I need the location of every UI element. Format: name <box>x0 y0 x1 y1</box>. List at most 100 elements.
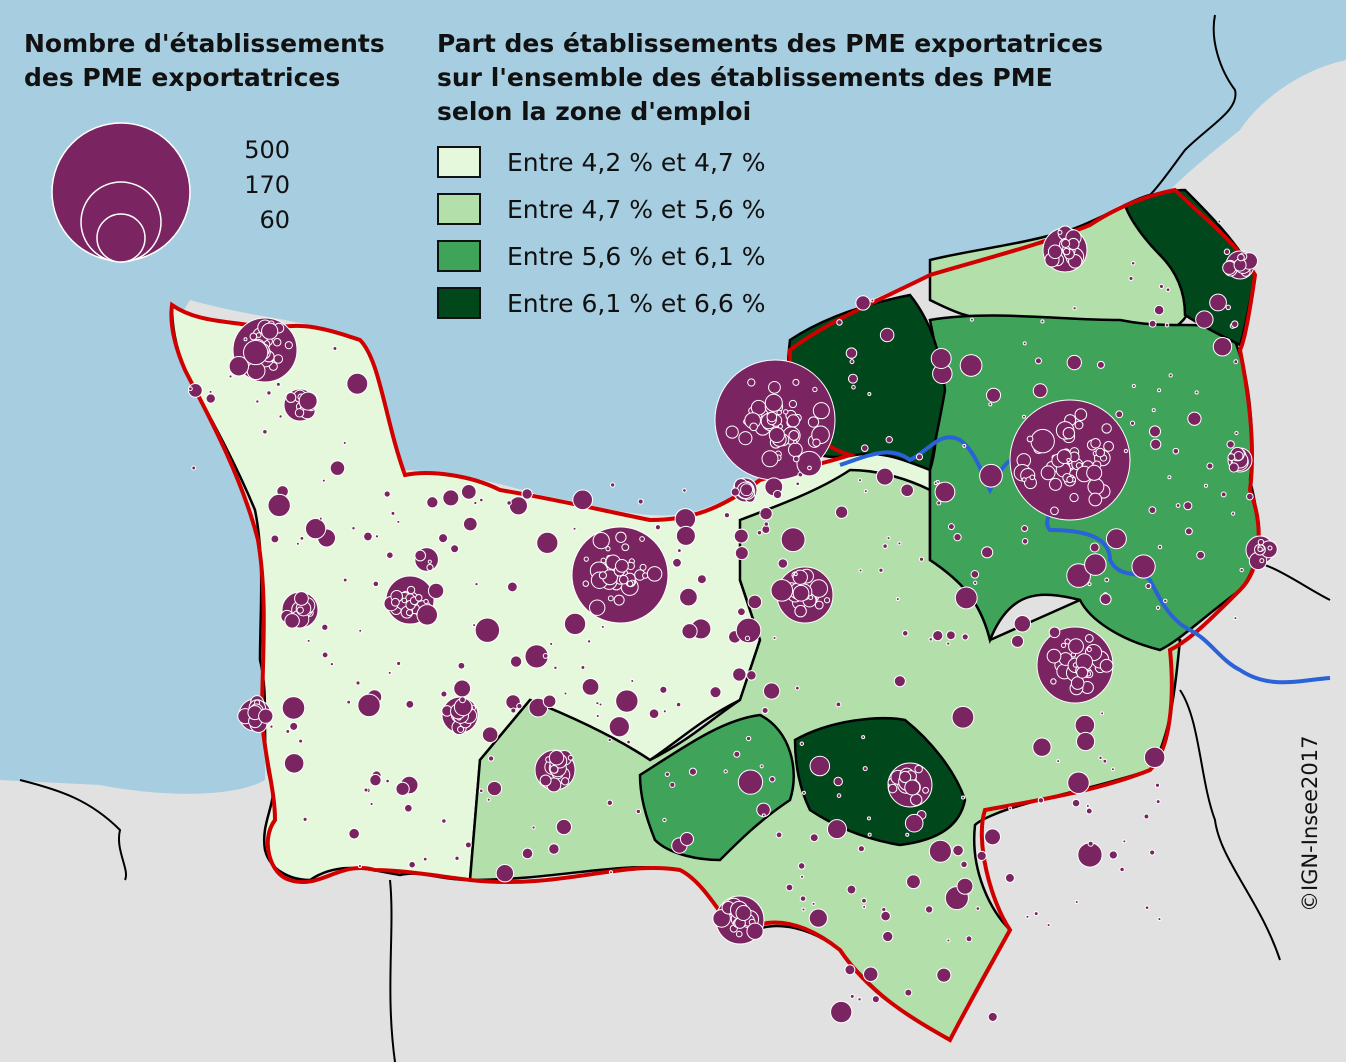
establishment-circle <box>426 496 439 509</box>
establishment-circle <box>787 442 803 458</box>
establishment-circle <box>646 566 663 582</box>
establishment-circle <box>807 465 812 471</box>
establishment-circle <box>321 623 329 631</box>
establishment-circle <box>346 372 369 395</box>
establishment-circle <box>249 332 258 341</box>
establishment-circle <box>531 825 536 830</box>
establishment-circle <box>536 531 559 554</box>
legend-class-label-4: Entre 6,1 % et 6,6 % <box>507 288 766 318</box>
establishment-circle <box>355 680 361 686</box>
establishment-circle <box>738 431 753 446</box>
establishment-circle <box>1104 577 1110 583</box>
establishment-circle <box>875 467 894 486</box>
establishment-circle <box>1046 923 1051 928</box>
establishment-circle <box>910 793 923 806</box>
establishment-circle <box>294 408 305 418</box>
establishment-circle <box>766 411 778 423</box>
establishment-circle <box>621 543 630 552</box>
establishment-circle <box>1220 491 1227 498</box>
establishment-circle <box>1130 260 1136 266</box>
establishment-circle <box>262 429 268 435</box>
establishment-circle <box>809 833 819 843</box>
establishment-circle <box>1110 767 1115 772</box>
size-legend-circles <box>51 122 191 263</box>
establishment-circle <box>961 633 969 641</box>
establishment-circle <box>932 630 944 642</box>
establishment-circle <box>1086 464 1103 481</box>
establishment-circle <box>807 416 820 428</box>
establishment-circle <box>1071 798 1081 808</box>
establishment-circle <box>672 557 682 568</box>
zone-mid-4 <box>638 713 795 862</box>
establishment-circle <box>228 356 250 377</box>
establishment-circle <box>1196 550 1206 560</box>
establishment-circle <box>294 591 309 606</box>
establishment-circle <box>933 481 938 486</box>
establishment-circle <box>1021 477 1027 482</box>
establishment-circle <box>630 678 635 683</box>
establishment-circle <box>581 678 600 696</box>
establishment-circle <box>1108 850 1118 860</box>
establishment-circle <box>885 436 893 444</box>
establishment-circle <box>457 725 465 733</box>
establishment-circle <box>793 572 798 577</box>
establishment-circle <box>457 661 466 670</box>
establishment-circle <box>795 685 800 691</box>
establishment-circle <box>801 907 806 912</box>
establishment-circle <box>740 483 754 497</box>
establishment-circle <box>915 453 924 461</box>
establishment-circle <box>321 478 326 483</box>
establishment-circle <box>951 705 975 729</box>
establishment-circle <box>459 696 466 704</box>
establishment-circle <box>607 595 614 602</box>
establishment-circle <box>1086 646 1092 653</box>
establishment-circle <box>1013 615 1032 633</box>
establishment-circle <box>861 735 866 740</box>
establishment-circle <box>1074 408 1088 421</box>
establishment-circle <box>318 516 323 521</box>
establishment-circle <box>858 568 863 573</box>
establishment-circle <box>284 613 300 629</box>
establishment-circle <box>1148 319 1157 328</box>
establishment-circle <box>208 389 213 394</box>
establishment-circle <box>1131 383 1136 388</box>
establishment-circle <box>1060 642 1067 648</box>
establishment-circle <box>871 995 880 1004</box>
establishment-circle <box>1223 248 1231 256</box>
establishment-circle <box>269 724 274 729</box>
establishment-circle <box>681 623 698 640</box>
establishment-circle <box>654 524 662 531</box>
establishment-circle <box>833 776 843 787</box>
establishment-circle <box>764 393 783 412</box>
establishment-circle <box>329 460 346 476</box>
establishment-circle <box>298 391 318 411</box>
establishment-circle <box>795 481 800 487</box>
establishment-circle <box>608 870 614 875</box>
establishment-circle <box>1030 428 1055 454</box>
establishment-circle <box>1070 676 1085 690</box>
establishment-circle <box>442 489 460 507</box>
establishment-circle <box>415 594 423 602</box>
establishment-circle <box>440 690 448 698</box>
establishment-circle <box>1119 866 1125 873</box>
establishment-circle <box>1234 430 1239 436</box>
establishment-circle <box>1032 383 1048 399</box>
establishment-circle <box>906 874 921 890</box>
establishment-circle <box>682 488 687 493</box>
establishment-circle <box>709 686 722 699</box>
establishment-circle <box>981 546 994 559</box>
establishment-circle <box>960 860 968 869</box>
legend-class-label-2: Entre 4,7 % et 5,6 % <box>507 194 766 224</box>
legend-swatch-4 <box>437 287 481 319</box>
establishment-circle <box>830 1000 853 1024</box>
establishment-circle <box>243 337 248 342</box>
establishment-circle <box>298 738 304 744</box>
establishment-circle <box>583 556 589 562</box>
establishment-circle <box>582 580 590 587</box>
establishment-circle <box>863 489 868 494</box>
establishment-circle <box>1155 799 1161 805</box>
size-label-170: 170 <box>244 171 290 199</box>
size-label-60: 60 <box>259 206 290 234</box>
establishment-circle <box>283 753 305 774</box>
establishment-circle <box>464 841 472 849</box>
